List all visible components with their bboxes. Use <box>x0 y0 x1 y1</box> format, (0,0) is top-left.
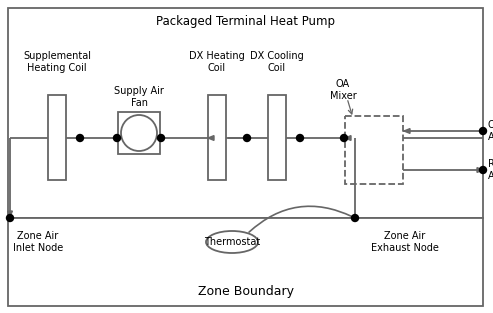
Bar <box>345 116 403 184</box>
Circle shape <box>121 115 157 151</box>
Circle shape <box>296 135 304 141</box>
Text: Zone Boundary: Zone Boundary <box>198 285 293 299</box>
Text: Relief
Air: Relief Air <box>488 159 493 181</box>
Circle shape <box>6 214 13 222</box>
Text: Supply Air
Fan: Supply Air Fan <box>114 86 164 108</box>
Circle shape <box>113 135 120 141</box>
Text: OA
Mixer: OA Mixer <box>330 79 356 101</box>
Polygon shape <box>477 167 483 172</box>
Circle shape <box>157 135 165 141</box>
Circle shape <box>341 135 348 141</box>
Text: DX Heating
Coil: DX Heating Coil <box>189 51 245 73</box>
Circle shape <box>76 135 83 141</box>
Circle shape <box>244 135 250 141</box>
Polygon shape <box>345 136 351 141</box>
Bar <box>268 95 286 180</box>
Bar <box>208 95 226 180</box>
Text: Thermostat: Thermostat <box>204 237 260 247</box>
Circle shape <box>480 167 487 173</box>
Ellipse shape <box>206 231 258 253</box>
Text: Outside
Air: Outside Air <box>488 120 493 142</box>
Polygon shape <box>208 136 214 141</box>
Bar <box>48 95 66 180</box>
Circle shape <box>480 127 487 135</box>
Bar <box>118 112 160 154</box>
Text: Zone Air
Inlet Node: Zone Air Inlet Node <box>13 231 63 253</box>
Text: Packaged Terminal Heat Pump: Packaged Terminal Heat Pump <box>156 14 335 28</box>
Circle shape <box>352 214 358 222</box>
Text: Zone Air
Exhaust Node: Zone Air Exhaust Node <box>371 231 439 253</box>
Polygon shape <box>7 211 12 217</box>
Text: Supplemental
Heating Coil: Supplemental Heating Coil <box>23 51 91 73</box>
Polygon shape <box>404 129 410 133</box>
Bar <box>8 218 483 306</box>
Bar <box>8 8 483 218</box>
Text: DX Cooling
Coil: DX Cooling Coil <box>250 51 304 73</box>
